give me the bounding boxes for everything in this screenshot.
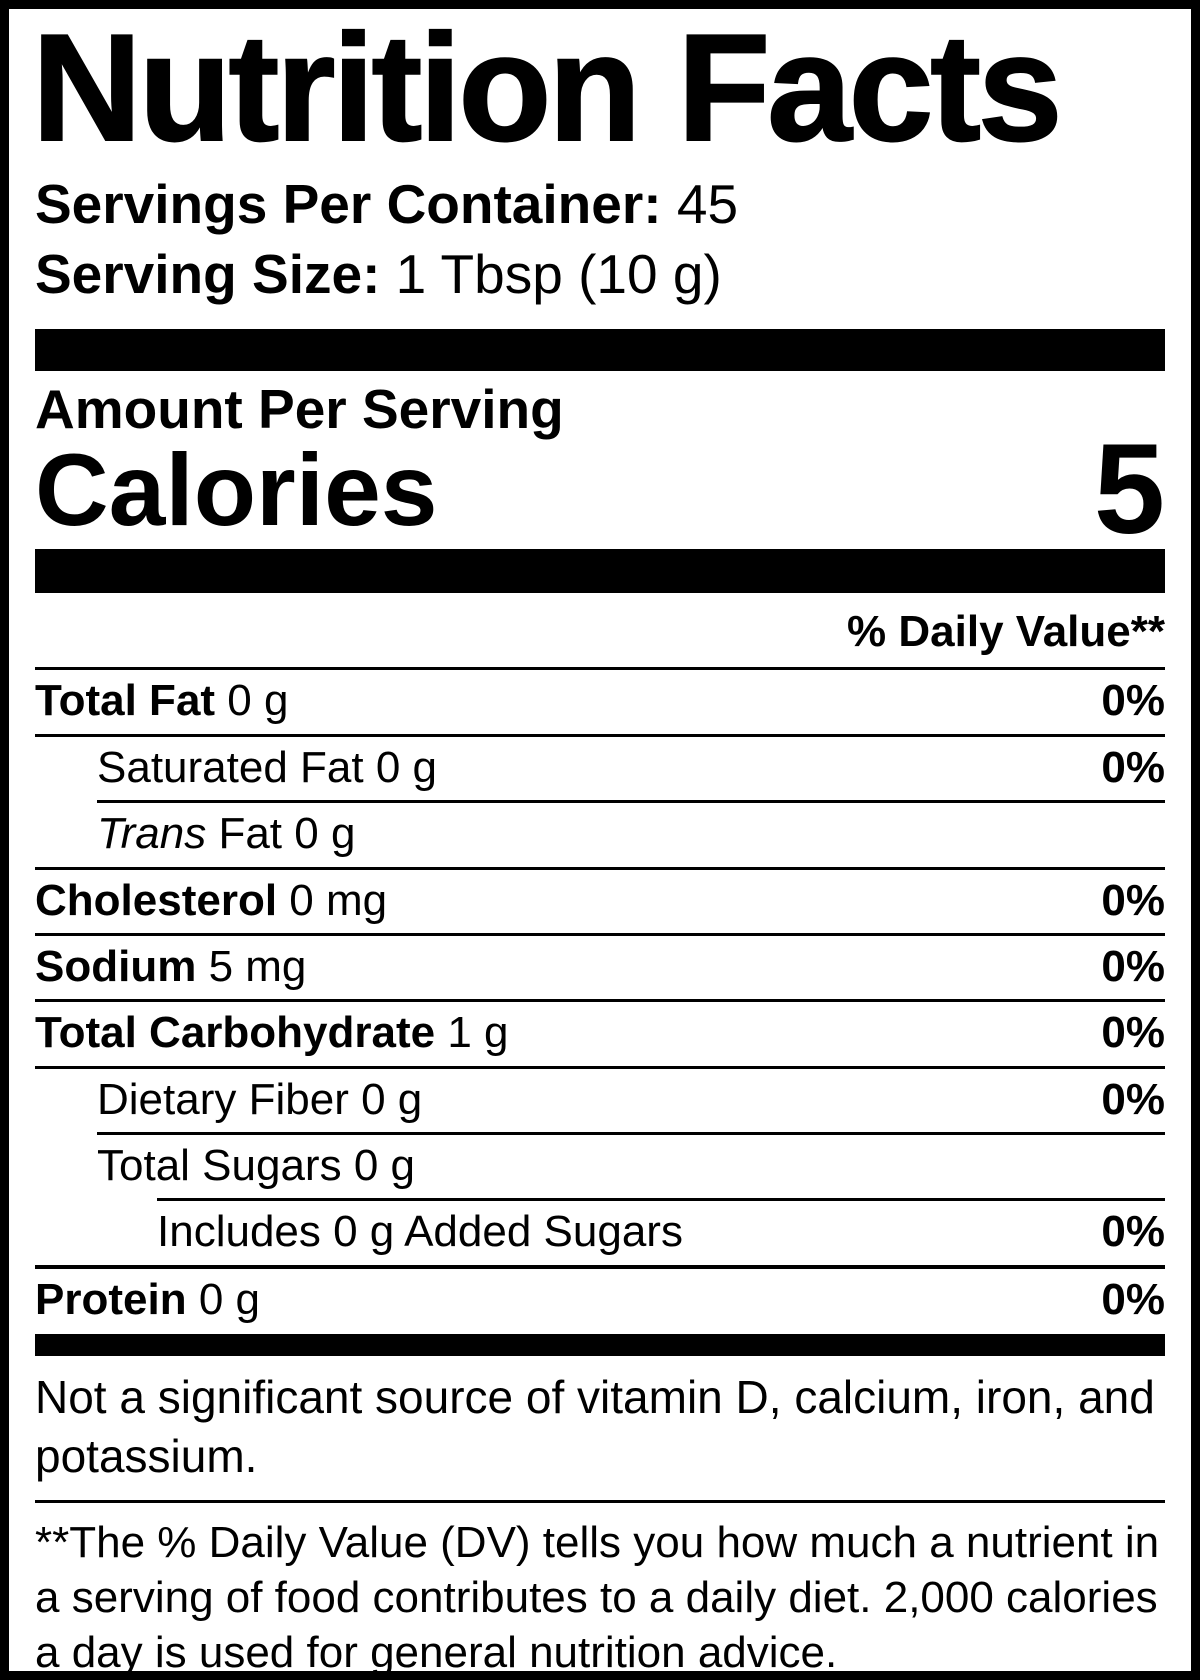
- calories-value: 5: [1093, 417, 1165, 561]
- nutrient-daily-value: 0%: [1101, 875, 1165, 925]
- nutrient-name: Trans: [97, 809, 207, 859]
- nutrient-name: Dietary Fiber: [97, 1074, 349, 1124]
- row-total-fat: Total Fat 0 g 0%: [35, 670, 1165, 733]
- divider-bar-top: [35, 329, 1165, 372]
- nutrient-rows: Total Fat 0 g 0% Saturated Fat 0 g 0% Tr…: [35, 670, 1165, 1332]
- row-cholesterol: Cholesterol 0 mg 0%: [35, 866, 1165, 933]
- servings-per-container-label: Servings Per Container:: [35, 173, 662, 236]
- row-trans-fat: Trans Fat 0 g: [97, 800, 1165, 866]
- nutrient-daily-value: 0%: [1101, 1008, 1165, 1058]
- nutrient-name: Includes 0 g Added Sugars: [157, 1207, 683, 1257]
- calories-label: Calories: [35, 433, 438, 548]
- divider-bar-calories: [35, 549, 1165, 594]
- nutrient-amount: 0 g: [198, 1274, 260, 1324]
- nutrient-amount: 0 mg: [289, 875, 388, 925]
- nutrient-amount: Fat 0 g: [218, 809, 356, 859]
- label-title: Nutrition Facts: [31, 3, 1063, 173]
- nutrient-daily-value: 0%: [1101, 1274, 1165, 1324]
- servings-per-container-value: 45: [676, 173, 739, 236]
- serving-size-value: 1 Tbsp (10 g): [395, 242, 722, 305]
- row-saturated-fat: Saturated Fat 0 g 0%: [35, 733, 1165, 800]
- daily-value-header: % Daily Value**: [35, 593, 1165, 671]
- nutrient-amount: 0 g: [227, 676, 289, 726]
- nutrient-name: Total Sugars: [97, 1141, 342, 1191]
- nutrient-name: Total Carbohydrate: [35, 1008, 436, 1058]
- nutrient-name: Protein: [35, 1274, 187, 1324]
- daily-value-footnote: **The % Daily Value (DV) tells you how m…: [35, 1518, 1160, 1678]
- row-sodium: Sodium 5 mg 0%: [35, 932, 1165, 999]
- row-protein: Protein 0 g 0%: [35, 1264, 1165, 1332]
- serving-size: Serving Size: 1 Tbsp (10 g): [35, 242, 1165, 306]
- nutrient-amount: 0 g: [353, 1141, 415, 1191]
- nutrient-name: Cholesterol: [35, 875, 278, 925]
- nutrient-daily-value: 0%: [1101, 742, 1165, 792]
- serving-size-label: Serving Size:: [35, 242, 381, 305]
- nutrient-amount: 0 g: [375, 742, 438, 792]
- nutrient-amount: 5 mg: [208, 941, 307, 991]
- row-added-sugars: Includes 0 g Added Sugars 0%: [157, 1198, 1165, 1264]
- nutrient-amount: 0 g: [361, 1074, 423, 1124]
- nutrient-daily-value: 0%: [1101, 1074, 1165, 1124]
- nutrient-daily-value: 0%: [1101, 676, 1165, 726]
- divider-bar-bottom: [35, 1334, 1165, 1357]
- row-dietary-fiber: Dietary Fiber 0 g 0%: [35, 1065, 1165, 1132]
- nutrient-amount: 1 g: [447, 1008, 509, 1058]
- not-significant-note: Not a significant source of vitamin D, c…: [35, 1368, 1165, 1504]
- row-total-carbohydrate: Total Carbohydrate 1 g 0%: [35, 999, 1165, 1065]
- servings-per-container: Servings Per Container: 45: [35, 173, 1165, 236]
- amount-per-serving-heading: Amount Per Serving: [35, 378, 564, 441]
- calories-row: Calories 5: [35, 417, 1165, 561]
- nutrient-daily-value: 0%: [1101, 941, 1165, 991]
- nutrient-daily-value: 0%: [1101, 1207, 1165, 1257]
- nutrient-name: Sodium: [35, 941, 197, 991]
- nutrient-name: Total Fat: [35, 676, 216, 726]
- row-total-sugars: Total Sugars 0 g: [97, 1132, 1165, 1198]
- nutrient-name: Saturated Fat: [97, 742, 364, 792]
